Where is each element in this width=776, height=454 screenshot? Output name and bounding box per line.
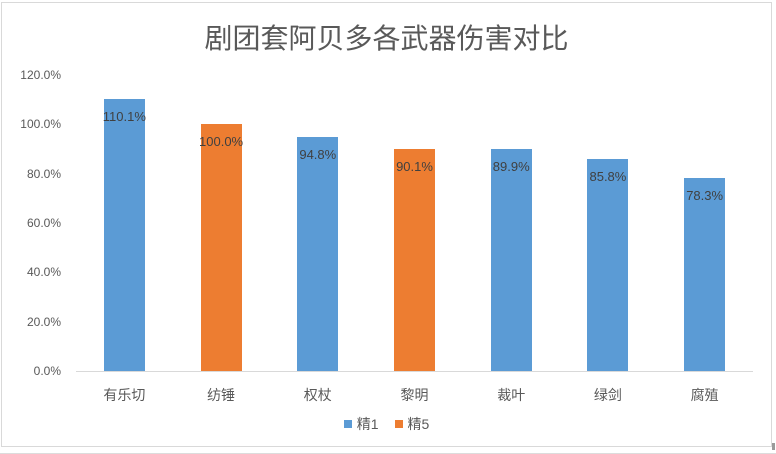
x-axis-category-label: 绿剑 <box>593 387 622 403</box>
bar-4 <box>394 148 435 371</box>
y-axis-tick-label: 0.0% <box>33 364 61 378</box>
y-axis-tick-label: 40.0% <box>26 265 61 280</box>
bar-value-label: 94.8% <box>299 147 337 163</box>
bar-2 <box>200 124 242 371</box>
x-axis-category-label: 纺锤 <box>207 387 236 403</box>
plot-area: 0.0% 20.0% 40.0% 60.0% 80.0% 100.0% 120.0% 110.… <box>2 3 771 446</box>
bar-1 <box>103 99 145 371</box>
chart-frame: 剧团套阿贝多各武器伤害对比 0.0% 20.0% 40.0% 60.0% 80.0% 10… <box>1 2 772 447</box>
legend-item: 精1 <box>343 414 379 434</box>
scrollbar-artifact <box>772 443 775 450</box>
chart-title: 剧团套阿贝多各武器伤害对比 <box>204 23 569 54</box>
bar-6 <box>587 159 629 371</box>
legend-label: 精5 <box>407 416 430 432</box>
bar-value-label: 100.0% <box>199 134 244 150</box>
bar-7 <box>684 177 726 371</box>
bar-3 <box>297 137 339 371</box>
bar-value-label: 89.9% <box>492 159 530 175</box>
y-axis-tick-label: 60.0% <box>26 216 61 230</box>
y-axis-tick-label: 120.0% <box>20 68 61 82</box>
y-axis-tick-label: 80.0% <box>26 166 61 181</box>
bar-5 <box>490 149 532 371</box>
x-axis-category-label: 权杖 <box>303 387 332 403</box>
x-axis-category-label: 裁叶 <box>497 387 526 403</box>
x-axis-category-label: 有乐切 <box>103 387 146 403</box>
bar-value-label: 78.3% <box>686 187 724 203</box>
legend-swatch-icon <box>343 420 352 428</box>
bar-value-label: 85.8% <box>589 169 627 185</box>
y-axis-tick-label: 20.0% <box>26 314 61 329</box>
legend: 精1 精5 <box>2 414 771 434</box>
x-axis-line <box>76 371 753 372</box>
x-axis-category-label: 腐殖 <box>690 387 719 403</box>
y-axis-tick-label: 100.0% <box>20 117 61 132</box>
bar-value-label: 110.1% <box>102 109 146 125</box>
legend-swatch-icon <box>394 420 403 428</box>
legend-item: 精5 <box>394 414 430 434</box>
bar-value-label: 90.1% <box>396 158 433 174</box>
x-axis-category-label: 黎明 <box>400 387 429 403</box>
legend-label: 精1 <box>356 416 379 432</box>
